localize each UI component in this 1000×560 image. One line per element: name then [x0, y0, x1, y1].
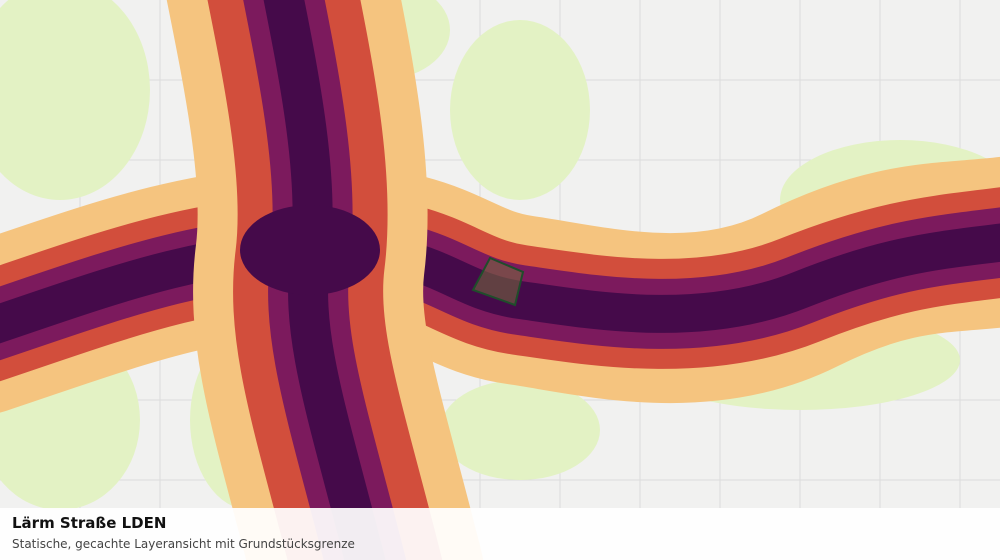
caption-title: Lärm Straße LDEN	[12, 514, 167, 532]
intersection	[240, 205, 380, 295]
horizontal-road-noise	[0, 156, 1000, 413]
caption: Lärm Straße LDEN Statische, gecachte Lay…	[0, 508, 1000, 560]
parcel-boundary	[471, 256, 525, 307]
caption-subtitle: Statische, gecachte Layeransicht mit Gru…	[12, 537, 355, 551]
